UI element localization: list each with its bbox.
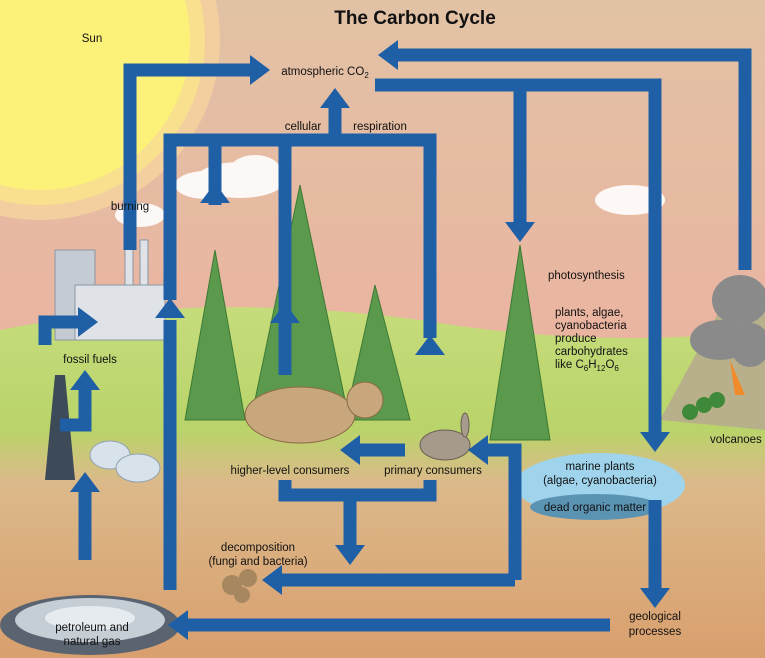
label: natural gas bbox=[64, 636, 121, 648]
diagram: The Carbon Cycle Sun atmospheric CO2 cel… bbox=[0, 0, 765, 658]
title: The Carbon Cycle bbox=[334, 8, 496, 29]
label: (algae, cyanobacteria) bbox=[543, 475, 657, 487]
label: primary consumers bbox=[384, 465, 482, 477]
label: respiration bbox=[353, 121, 407, 133]
label: Sun bbox=[82, 33, 102, 45]
label: decomposition bbox=[221, 542, 295, 554]
label: (fungi and bacteria) bbox=[208, 556, 307, 568]
label-part: H bbox=[588, 359, 596, 371]
label: dead organic matter bbox=[544, 502, 646, 514]
label: cyanobacteria bbox=[555, 320, 627, 332]
label: marine plants bbox=[565, 461, 634, 473]
subscript: 2 bbox=[364, 71, 369, 80]
label: photosynthesis bbox=[548, 270, 625, 282]
label-part: like C bbox=[555, 359, 584, 371]
label: petroleum and bbox=[55, 622, 129, 634]
label: produce bbox=[555, 333, 597, 345]
label: geological bbox=[629, 611, 681, 623]
label: plants, algae, bbox=[555, 307, 623, 319]
label-part: O bbox=[605, 359, 614, 371]
label: fossil fuels bbox=[63, 354, 117, 366]
label: atmospheric CO2 bbox=[281, 66, 369, 80]
label: processes bbox=[629, 626, 682, 638]
label: burning bbox=[111, 201, 149, 213]
label: higher-level consumers bbox=[231, 465, 350, 477]
label: cellular bbox=[285, 121, 322, 133]
label-part: atmospheric CO bbox=[281, 66, 364, 78]
label: volcanoes bbox=[710, 434, 762, 446]
subscript: 6 bbox=[614, 364, 619, 373]
label: carbohydrates bbox=[555, 346, 628, 358]
